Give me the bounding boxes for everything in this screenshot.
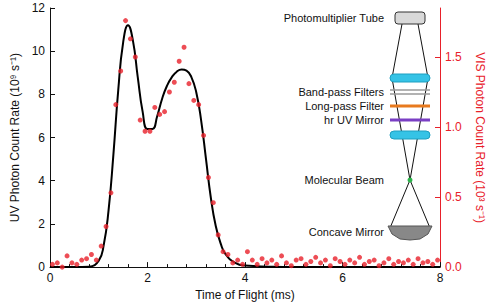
svg-text:VIS Photon Count Rate (10³ s⁻¹: VIS Photon Count Rate (10³ s⁻¹): [473, 52, 487, 223]
svg-text:1.5: 1.5: [445, 50, 462, 64]
svg-text:Molecular Beam: Molecular Beam: [305, 174, 384, 186]
svg-text:8: 8: [437, 271, 444, 285]
svg-text:0.5: 0.5: [445, 190, 462, 204]
svg-text:4: 4: [242, 271, 249, 285]
svg-text:2: 2: [38, 217, 45, 231]
svg-text:Band-pass Filters: Band-pass Filters: [298, 86, 384, 98]
svg-text:8: 8: [38, 87, 45, 101]
svg-text:0.0: 0.0: [445, 260, 462, 274]
svg-text:Long-pass Filter: Long-pass Filter: [305, 100, 384, 112]
svg-text:Concave Mirror: Concave Mirror: [309, 226, 385, 238]
svg-text:6: 6: [38, 131, 45, 145]
svg-text:2: 2: [144, 271, 151, 285]
svg-text:UV Photon Count Rate (10⁹ s⁻¹): UV Photon Count Rate (10⁹ s⁻¹): [8, 53, 22, 222]
svg-text:Photomultiplier Tube: Photomultiplier Tube: [284, 12, 384, 24]
svg-text:6: 6: [339, 271, 346, 285]
svg-text:12: 12: [32, 1, 46, 15]
svg-text:Time of Flight (ms): Time of Flight (ms): [195, 288, 295, 302]
svg-text:4: 4: [38, 174, 45, 188]
svg-text:hr UV Mirror: hr UV Mirror: [324, 114, 384, 126]
svg-text:0: 0: [38, 260, 45, 274]
svg-text:1.0: 1.0: [445, 120, 462, 134]
svg-text:0: 0: [47, 271, 54, 285]
svg-text:10: 10: [32, 44, 46, 58]
